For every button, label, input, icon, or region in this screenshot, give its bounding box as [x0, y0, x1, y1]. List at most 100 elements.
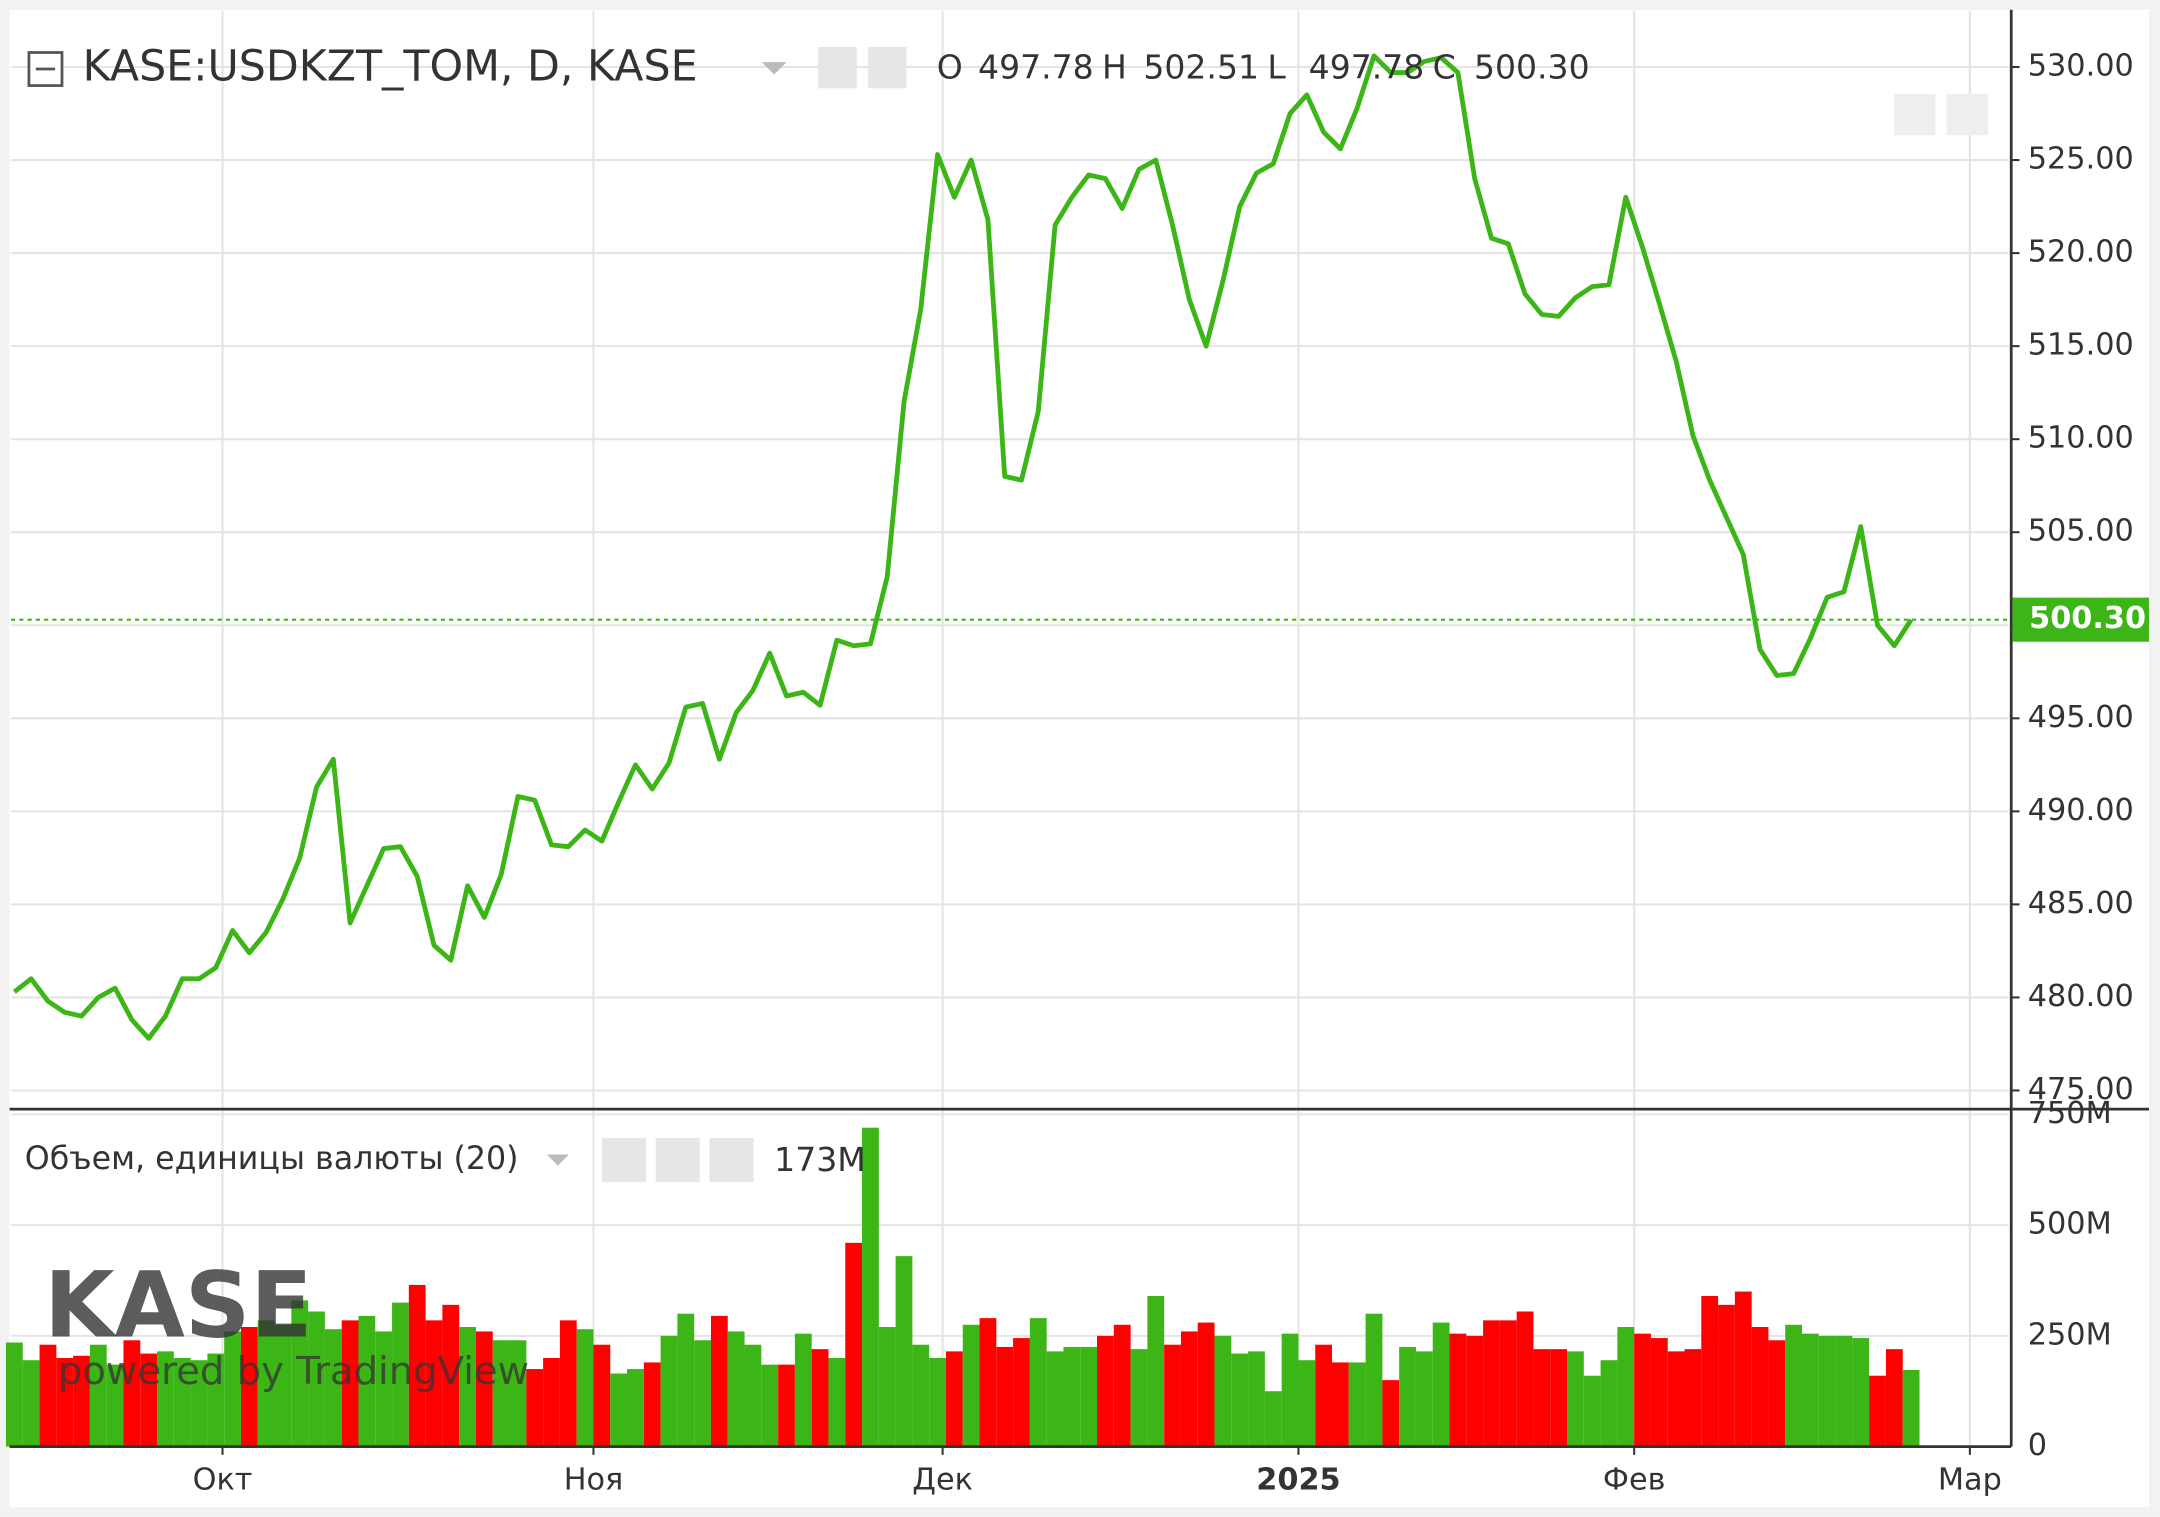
- volume-bar: [459, 1327, 476, 1447]
- volume-bar: [475, 1331, 493, 1447]
- volume-bar: [1281, 1333, 1299, 1447]
- volume-bar: [1667, 1351, 1685, 1447]
- volume-bar: [1164, 1344, 1181, 1447]
- scale-button[interactable]: [1946, 93, 1988, 136]
- ohlc-key: O: [937, 48, 963, 87]
- x-tick-label: Окт: [193, 1463, 253, 1498]
- volume-bar: [1449, 1333, 1467, 1447]
- last-price-label: 500.30: [2029, 601, 2146, 636]
- y-tick-label: 475.00: [2028, 1072, 2134, 1107]
- volume-bar: [324, 1329, 342, 1447]
- volume-bar: [341, 1320, 359, 1447]
- volume-bar: [1634, 1333, 1651, 1447]
- y-tick-label: 480.00: [2028, 979, 2134, 1014]
- volume-bar: [1029, 1318, 1047, 1447]
- volume-bar: [240, 1327, 258, 1447]
- volume-bar: [794, 1333, 812, 1447]
- volume-bar: [744, 1344, 762, 1447]
- volume-bar: [1902, 1369, 1920, 1447]
- volume-bar: [392, 1302, 409, 1447]
- volume-bar: [1583, 1375, 1601, 1447]
- settings-button[interactable]: [867, 46, 907, 89]
- volume-bar: [39, 1344, 57, 1447]
- ohlc-value: 497.78: [978, 48, 1094, 87]
- settings-button[interactable]: [655, 1138, 700, 1183]
- volume-bar: [627, 1369, 644, 1447]
- ohlc-key: L: [1267, 48, 1286, 87]
- ohlc-value: 497.78: [1309, 48, 1425, 87]
- volume-bar: [526, 1369, 544, 1447]
- watermark-text: powered by TradingView: [58, 1349, 529, 1394]
- volume-bar: [1063, 1346, 1081, 1447]
- volume-bar: [1885, 1349, 1903, 1447]
- volume-bar: [761, 1364, 779, 1447]
- volume-bar: [1298, 1360, 1316, 1447]
- dropdown-icon[interactable]: [546, 1154, 569, 1166]
- x-tick-label: Дек: [912, 1463, 973, 1498]
- volume-bar: [1130, 1349, 1148, 1447]
- volume-bar: [1869, 1375, 1886, 1447]
- volume-bar: [1483, 1320, 1500, 1447]
- volume-bar: [912, 1344, 930, 1447]
- y-tick-label: 510.00: [2028, 421, 2134, 456]
- volume-bar: [1499, 1320, 1517, 1447]
- x-tick-label: Ноя: [564, 1463, 624, 1498]
- volume-bar: [1046, 1351, 1064, 1447]
- volume-bar: [274, 1324, 292, 1447]
- visibility-button[interactable]: [818, 46, 857, 89]
- volume-bar: [677, 1313, 695, 1447]
- volume-bar: [22, 1360, 40, 1447]
- y-tick-label: 520.00: [2028, 235, 2134, 270]
- volume-bar: [576, 1329, 594, 1447]
- volume-bar: [1818, 1335, 1836, 1447]
- volume-bar: [308, 1311, 325, 1447]
- volume-tick-label: 250M: [2028, 1317, 2112, 1352]
- volume-bar: [593, 1344, 611, 1447]
- volume-bar: [425, 1320, 443, 1447]
- dropdown-icon[interactable]: [761, 62, 787, 75]
- volume-bar: [1852, 1338, 1870, 1447]
- volume-bar: [1567, 1351, 1584, 1447]
- volume-bar: [1650, 1338, 1668, 1447]
- ohlc-value: 502.51: [1143, 48, 1259, 87]
- volume-bar: [996, 1346, 1014, 1447]
- volume-bar: [945, 1351, 963, 1447]
- volume-bar: [559, 1320, 577, 1447]
- volume-bar: [1197, 1322, 1215, 1447]
- y-tick-label: 525.00: [2028, 142, 2134, 177]
- volume-bar: [1718, 1304, 1735, 1447]
- volume-bar: [257, 1320, 275, 1447]
- ohlc-value: 500.30: [1474, 48, 1590, 87]
- volume-bar: [694, 1340, 711, 1447]
- volume-bar: [1113, 1324, 1131, 1447]
- close-button[interactable]: [709, 1138, 754, 1183]
- volume-bar: [1550, 1349, 1568, 1447]
- volume-bar: [1264, 1391, 1282, 1447]
- volume-bar: [224, 1331, 241, 1447]
- volume-bar: [1097, 1335, 1114, 1447]
- volume-bar: [828, 1358, 846, 1447]
- visibility-button[interactable]: [601, 1138, 647, 1183]
- volume-bar: [157, 1351, 174, 1447]
- ohlc-key: H: [1102, 48, 1127, 87]
- volume-bar: [1466, 1335, 1484, 1447]
- y-tick-label: 495.00: [2028, 700, 2134, 735]
- volume-bar: [727, 1331, 745, 1447]
- volume-bar: [106, 1364, 124, 1447]
- volume-bar: [1382, 1380, 1400, 1447]
- volume-tick-label: 750M: [2028, 1096, 2112, 1131]
- volume-bar: [1835, 1335, 1853, 1447]
- volume-bar: [895, 1256, 913, 1447]
- volume-bar: [1533, 1349, 1551, 1447]
- volume-bar: [811, 1349, 829, 1447]
- volume-bar: [862, 1127, 879, 1447]
- volume-bar: [1399, 1346, 1416, 1447]
- volume-bar: [492, 1340, 510, 1447]
- scroll-button[interactable]: [1894, 93, 1936, 136]
- volume-bar: [190, 1360, 208, 1447]
- volume-bar: [1432, 1322, 1450, 1447]
- y-tick-label: 515.00: [2028, 328, 2134, 363]
- volume-bar: [1080, 1346, 1098, 1447]
- volume-bar: [878, 1327, 896, 1447]
